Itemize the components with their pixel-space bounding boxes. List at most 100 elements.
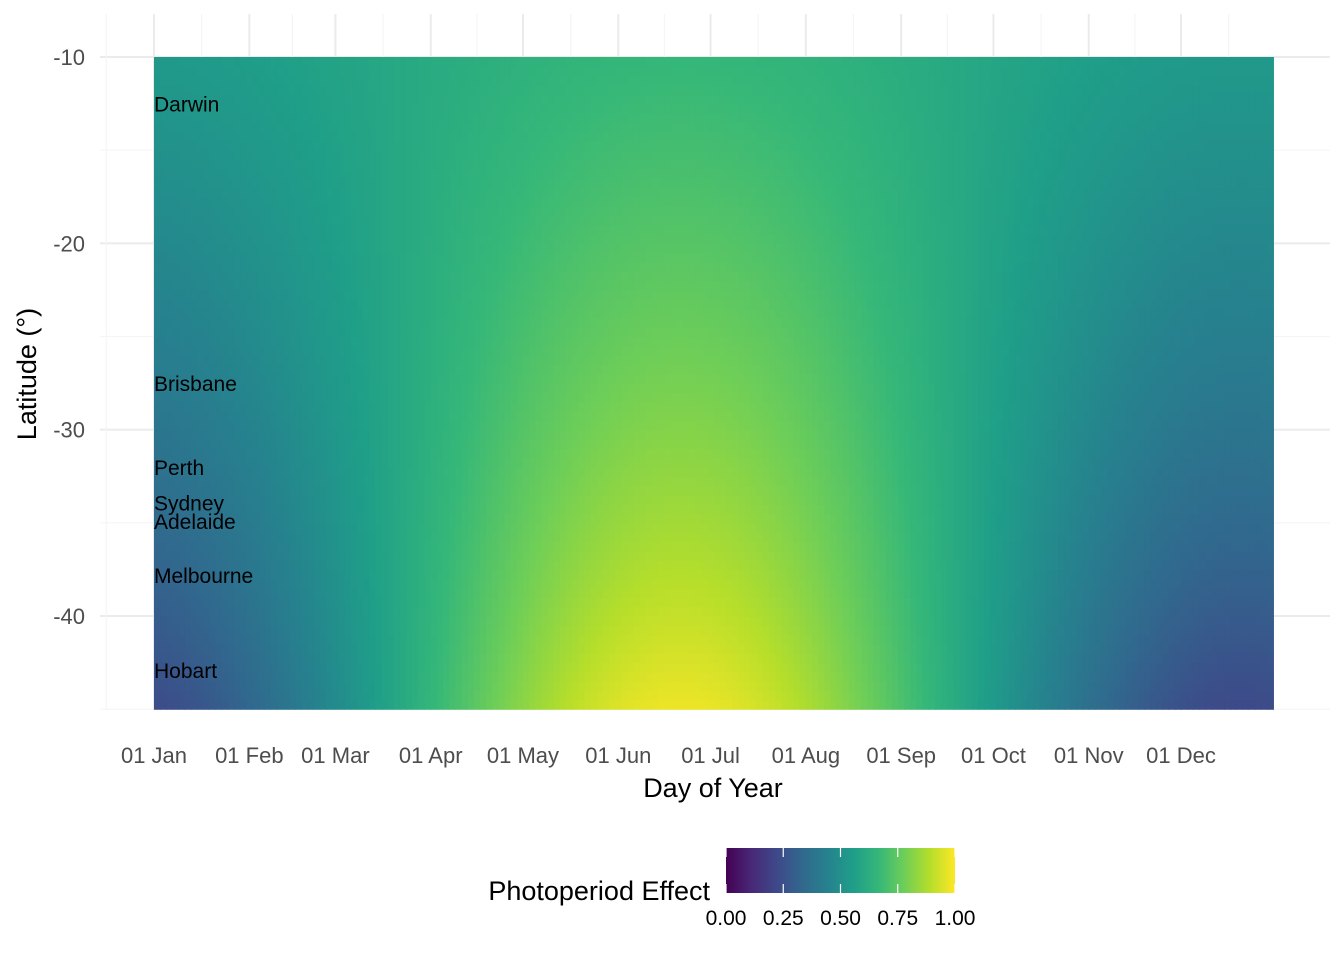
heatmap-cell: [461, 569, 469, 580]
heatmap-cell: [215, 662, 223, 673]
heatmap-cell: [412, 112, 420, 123]
heatmap-cell: [338, 438, 346, 449]
heatmap-cell: [313, 466, 321, 477]
heatmap-cell: [356, 206, 364, 216]
heatmap-cell: [166, 681, 174, 692]
heatmap-cell: [307, 541, 315, 552]
heatmap-cell: [559, 504, 567, 515]
heatmap-cell: [160, 383, 167, 393]
heatmap-cell: [566, 392, 573, 403]
heatmap-cell: [369, 178, 376, 189]
heatmap-cell: [566, 112, 573, 123]
heatmap-cell: [418, 466, 426, 477]
heatmap-cell: [381, 662, 389, 673]
heatmap-cell: [295, 66, 303, 77]
heatmap-cell: [418, 699, 426, 710]
heatmap-cell: [209, 327, 217, 338]
heatmap-cell: [295, 327, 303, 338]
heatmap-cell: [412, 504, 420, 515]
heatmap-cell: [350, 299, 358, 310]
heatmap-cell: [332, 94, 340, 105]
heatmap-cell: [406, 513, 413, 524]
heatmap-cell: [233, 606, 241, 617]
heatmap-cell: [369, 159, 376, 170]
heatmap-cell: [486, 513, 493, 524]
heatmap-cell: [313, 355, 321, 366]
heatmap-cell: [553, 168, 561, 179]
heatmap-cell: [369, 168, 376, 179]
heatmap-cell: [160, 550, 167, 561]
heatmap-cell: [430, 355, 438, 366]
heatmap-cell: [547, 187, 555, 198]
heatmap-cell: [160, 392, 167, 403]
heatmap-cell: [190, 560, 198, 571]
heatmap-cell: [320, 289, 327, 300]
heatmap-cell: [221, 383, 229, 393]
heatmap-cell: [479, 66, 487, 77]
heatmap-cell: [467, 438, 475, 449]
heatmap-cell: [178, 699, 186, 710]
heatmap-cell: [572, 252, 579, 263]
heatmap-cell: [387, 84, 395, 95]
heatmap-cell: [387, 252, 395, 263]
heatmap-cell: [479, 522, 487, 533]
heatmap-cell: [449, 206, 456, 216]
heatmap-cell: [486, 429, 493, 440]
heatmap-cell: [258, 57, 266, 67]
heatmap-cell: [209, 578, 217, 589]
heatmap-cell: [350, 653, 358, 664]
heatmap-cell: [246, 541, 253, 552]
heatmap-cell: [498, 597, 506, 608]
heatmap-cell: [160, 122, 167, 133]
heatmap-cell: [418, 681, 426, 692]
heatmap-cell: [430, 476, 438, 487]
heatmap-cell: [492, 168, 499, 179]
heatmap-cell: [399, 690, 407, 701]
heatmap-cell: [270, 560, 278, 571]
heatmap-cell: [276, 597, 284, 608]
heatmap-cell: [350, 476, 358, 487]
heatmap-cell: [326, 504, 333, 515]
heatmap-cell: [190, 131, 198, 142]
heatmap-cell: [406, 457, 413, 468]
heatmap-cell: [498, 317, 506, 328]
heatmap-cell: [221, 476, 229, 487]
heatmap-cell: [492, 476, 499, 487]
heatmap-cell: [283, 140, 290, 151]
heatmap-cell: [522, 522, 530, 533]
heatmap-cell: [369, 271, 376, 282]
heatmap-cell: [240, 616, 247, 626]
heatmap-cell: [233, 122, 241, 133]
heatmap-cell: [270, 541, 278, 552]
heatmap-cell: [498, 206, 506, 216]
heatmap-cell: [363, 532, 370, 543]
heatmap-cell: [369, 308, 376, 319]
heatmap-cell: [412, 234, 420, 244]
heatmap-cell: [154, 168, 161, 179]
heatmap-cell: [233, 215, 241, 226]
heatmap-cell: [424, 122, 432, 133]
heatmap-cell: [522, 94, 530, 105]
heatmap-cell: [289, 438, 297, 449]
heatmap-cell: [399, 345, 407, 356]
heatmap-cell: [252, 140, 260, 151]
heatmap-cell: [283, 84, 290, 95]
heatmap-cell: [203, 373, 210, 384]
heatmap-cell: [264, 206, 272, 216]
heatmap-cell: [166, 411, 174, 421]
heatmap-cell: [307, 653, 315, 664]
heatmap-cell: [535, 550, 543, 561]
heatmap-cell: [529, 261, 536, 272]
heatmap-cell: [516, 271, 524, 282]
heatmap-cell: [332, 420, 340, 431]
heatmap-cell: [301, 224, 309, 235]
heatmap-cell: [566, 289, 573, 300]
heatmap-cell: [289, 280, 297, 291]
heatmap-cell: [566, 206, 573, 216]
heatmap-cell: [240, 392, 247, 403]
heatmap-cell: [547, 541, 555, 552]
heatmap-cell: [547, 131, 555, 142]
heatmap-cell: [473, 178, 481, 189]
heatmap-cell: [504, 569, 512, 580]
heatmap-cell: [479, 234, 487, 244]
